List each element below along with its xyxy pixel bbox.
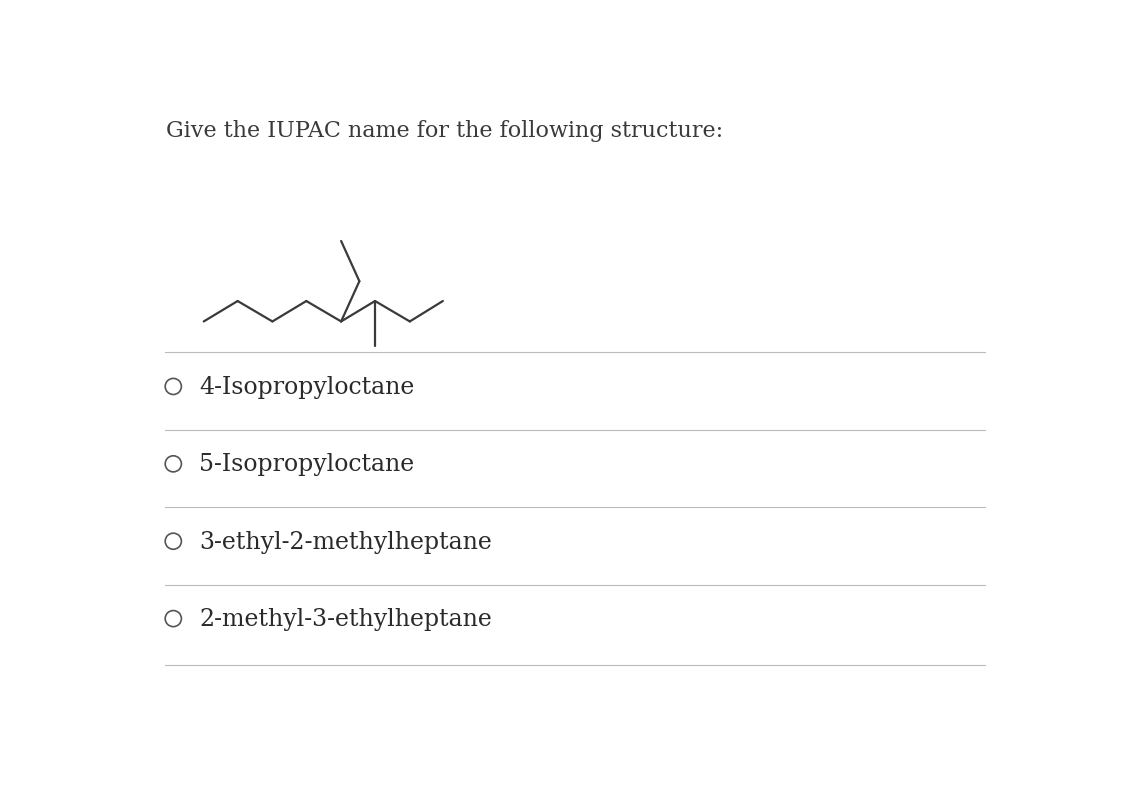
Text: 2-methyl-3-ethylheptane: 2-methyl-3-ethylheptane	[200, 607, 493, 630]
Text: 5-Isopropyloctane: 5-Isopropyloctane	[200, 453, 415, 475]
Text: 4-Isopropyloctane: 4-Isopropyloctane	[200, 376, 415, 398]
Text: 3-ethyl-2-methylheptane: 3-ethyl-2-methylheptane	[200, 530, 493, 553]
Text: Give the IUPAC name for the following structure:: Give the IUPAC name for the following st…	[166, 120, 724, 142]
